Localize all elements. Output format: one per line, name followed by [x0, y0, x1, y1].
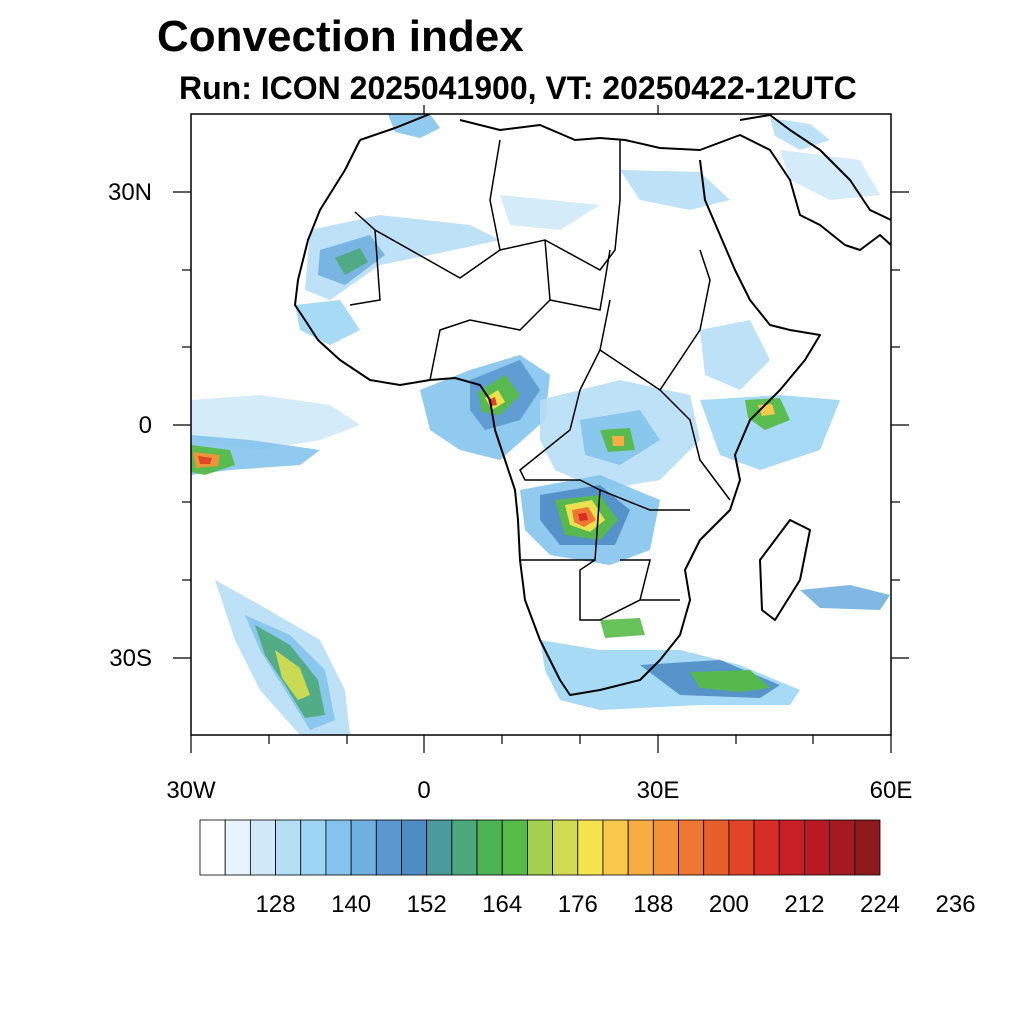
colorbar-label: 236 [936, 891, 976, 918]
colorbar-swatch [854, 819, 881, 876]
colorbar-swatch [753, 819, 780, 876]
colorbar-label: 152 [407, 891, 447, 918]
colorbar-swatch [199, 819, 226, 876]
colorbar-label: 140 [331, 891, 371, 918]
colorbar: 128 140 152 164 176 188 200 212 224 236 [199, 819, 976, 918]
colorbar-swatch [627, 819, 654, 876]
colorbar-label: 164 [482, 891, 522, 918]
colorbar-swatch [501, 819, 528, 876]
colorbar-label: 128 [256, 891, 296, 918]
lon-label-30w: 30W [166, 777, 216, 804]
colorbar-swatch [602, 819, 629, 876]
lat-label-0: 0 [139, 412, 152, 439]
colorbar-label: 176 [558, 891, 598, 918]
chart-title: Convection index [157, 12, 524, 61]
lat-label-30s: 30S [109, 645, 152, 672]
colorbar-swatch [476, 819, 503, 876]
country-borders [349, 139, 731, 621]
convection-field [191, 114, 890, 735]
colorbar-swatch [300, 819, 327, 876]
colorbar-swatch [829, 819, 856, 876]
colorbar-swatch [249, 819, 276, 876]
colorbar-swatch [703, 819, 730, 876]
colorbar-swatch [678, 819, 705, 876]
colorbar-swatch [375, 819, 402, 876]
colorbar-swatch [224, 819, 251, 876]
colorbar-label: 212 [784, 891, 824, 918]
colorbar-label: 224 [860, 891, 900, 918]
colorbar-swatch [552, 819, 579, 876]
lon-label-0: 0 [417, 777, 430, 804]
lon-label-30e: 30E [637, 777, 680, 804]
colorbar-swatch [275, 819, 302, 876]
axis-ticks [173, 105, 909, 753]
colorbar-swatch [652, 819, 679, 876]
colorbar-swatch [804, 819, 831, 876]
colorbar-swatch [325, 819, 352, 876]
colorbar-label: 188 [633, 891, 673, 918]
colorbar-swatch [527, 819, 553, 876]
colorbar-swatch [728, 819, 755, 876]
colorbar-label: 200 [709, 891, 749, 918]
coastline [294, 114, 891, 696]
colorbar-swatch [350, 819, 377, 876]
colorbar-swatch [577, 819, 604, 876]
chart-subtitle: Run: ICON 2025041900, VT: 20250422-12UTC [179, 70, 857, 106]
lat-label-30n: 30N [108, 179, 152, 206]
colorbar-swatch [426, 819, 453, 876]
colorbar-swatch [451, 819, 478, 876]
colorbar-swatch [401, 819, 428, 876]
colorbar-swatch [778, 819, 805, 876]
lon-label-60e: 60E [870, 777, 913, 804]
